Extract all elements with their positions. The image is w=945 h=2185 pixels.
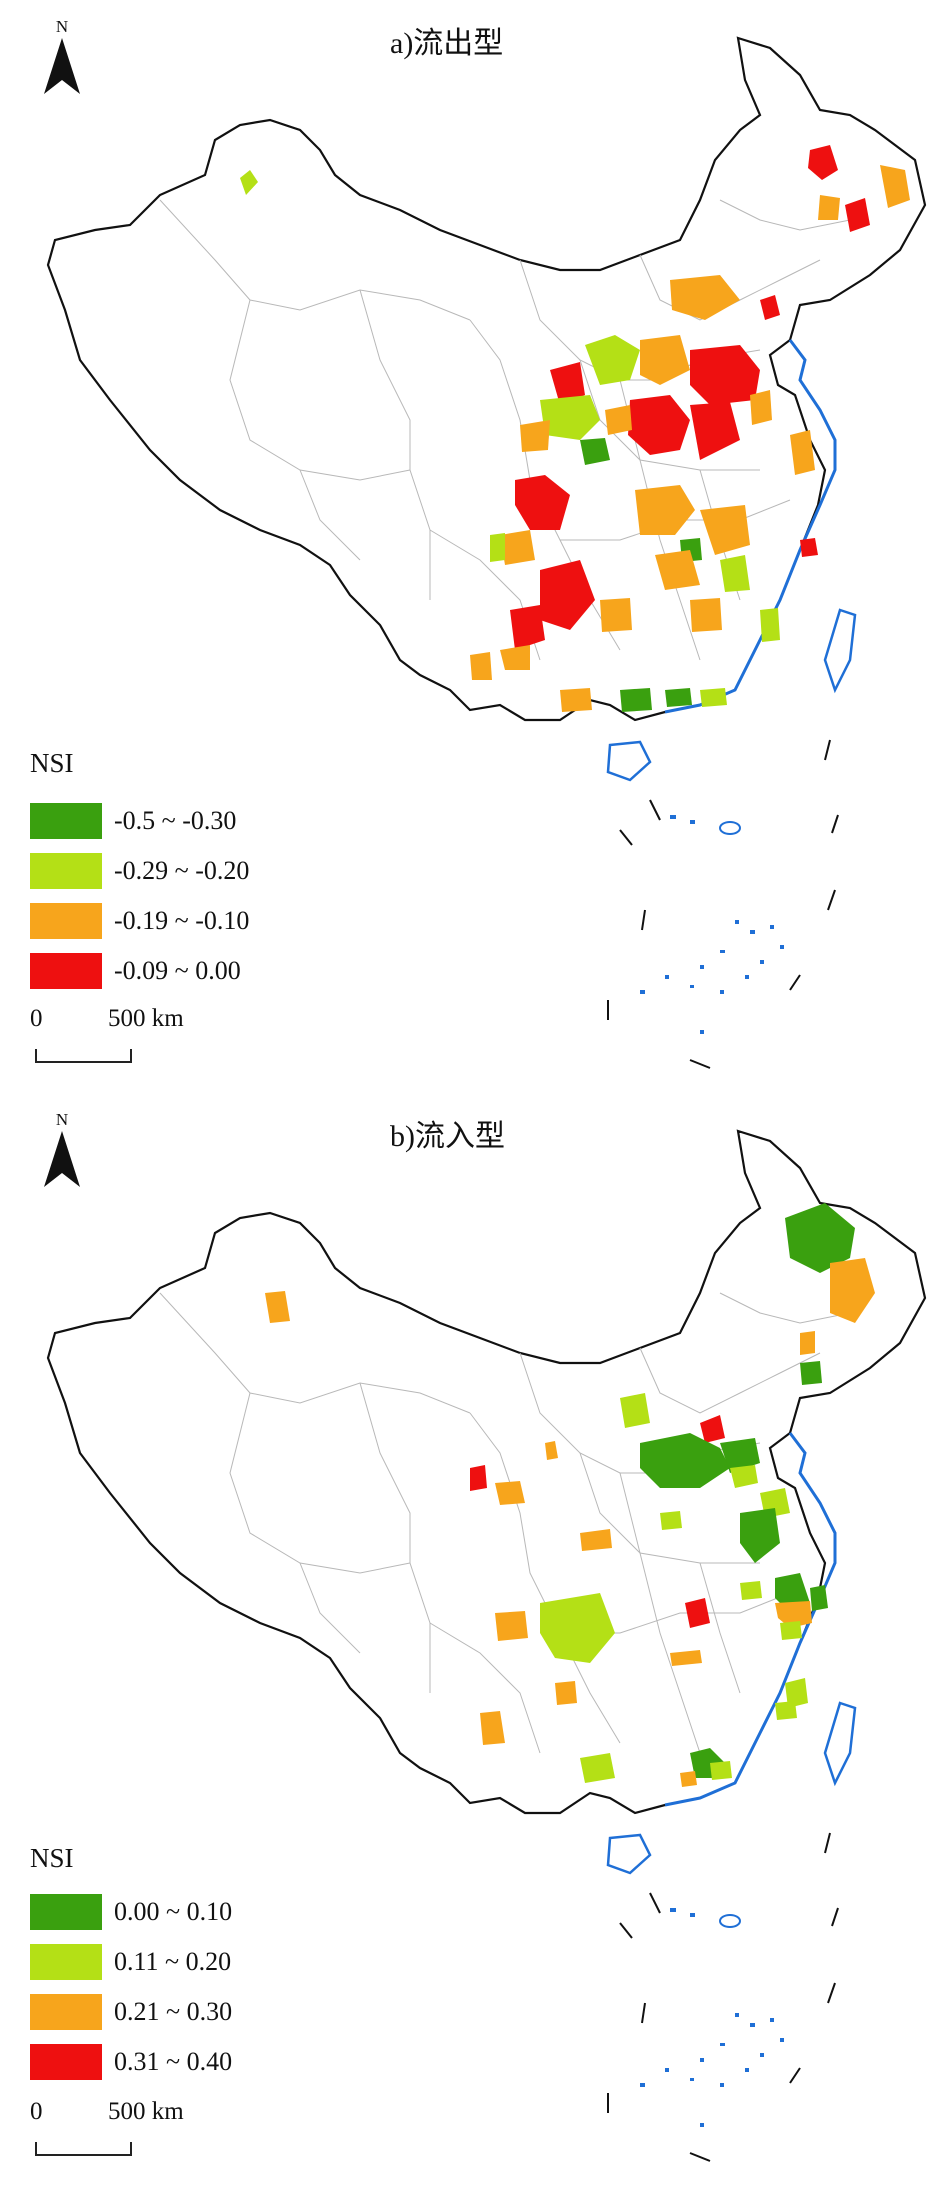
- map-panel-outflow: N a)流出型 NSI -0.5 ~ -0.30 -0.29 ~ -0.20 -…: [0, 0, 945, 1092]
- legend-item: -0.19 ~ -0.10: [30, 902, 249, 940]
- scale-line: [35, 1049, 132, 1063]
- legend-swatch: [30, 853, 102, 889]
- south-sea-inset: [607, 1832, 839, 2162]
- legend-label: -0.5 ~ -0.30: [114, 806, 237, 835]
- legend-title: NSI: [30, 1843, 74, 1873]
- north-arrow: N: [40, 18, 84, 101]
- panel-title: a)流出型: [390, 27, 504, 60]
- north-label: N: [55, 17, 69, 36]
- south-sea-islands: [640, 815, 784, 1034]
- coastline: [664, 339, 837, 714]
- taiwan-island: [823, 1701, 857, 1787]
- hainan-island: [606, 1833, 652, 1875]
- legend-label: 0.31 ~ 0.40: [114, 2047, 233, 2076]
- legend-item: -0.5 ~ -0.30: [30, 802, 236, 840]
- scale-distance-label: 500 km: [108, 2098, 184, 2125]
- south-sea-inset: [607, 739, 839, 1069]
- hainan-island: [606, 740, 652, 782]
- legend-swatch: [30, 903, 102, 939]
- nsi-regions: [265, 1203, 875, 1787]
- province-borders: [159, 1292, 851, 1754]
- panel-title: b)流入型: [390, 1120, 505, 1153]
- taiwan-island: [823, 608, 857, 694]
- legend-swatch: [30, 803, 102, 839]
- china-outline: [46, 36, 927, 722]
- north-arrow-icon: [44, 1131, 80, 1187]
- north-arrow-icon: [44, 38, 80, 94]
- map-panel-inflow: N b)流入型 NSI 0.00 ~ 0.10 0.11 ~ 0.20 0.21…: [0, 1093, 945, 2185]
- legend-swatch: [30, 953, 102, 989]
- legend-title: NSI: [30, 748, 74, 778]
- legend-item: 0.31 ~ 0.40: [30, 2043, 232, 2081]
- legend-label: 0.21 ~ 0.30: [114, 1997, 233, 2026]
- legend-item: 0.00 ~ 0.10: [30, 1893, 232, 1931]
- china-map-inflow: [46, 1129, 927, 2162]
- legend-item: -0.29 ~ -0.20: [30, 852, 249, 890]
- nsi-regions: [240, 145, 910, 712]
- legend-label: -0.09 ~ 0.00: [114, 956, 241, 985]
- north-label: N: [55, 1110, 69, 1129]
- scale-zero-label: 0: [30, 1005, 43, 1032]
- legend-swatch: [30, 2044, 102, 2080]
- scale-distance-label: 500 km: [108, 1005, 184, 1032]
- legend-label: 0.00 ~ 0.10: [114, 1897, 233, 1926]
- china-map-outflow: [46, 36, 927, 1069]
- legend-item: -0.09 ~ 0.00: [30, 952, 241, 990]
- legend-label: -0.19 ~ -0.10: [114, 906, 250, 935]
- legend-swatch: [30, 1894, 102, 1930]
- legend-item: 0.11 ~ 0.20: [30, 1943, 231, 1981]
- legend-label: 0.11 ~ 0.20: [114, 1947, 232, 1976]
- north-arrow: N: [40, 1111, 84, 1194]
- scale-zero-label: 0: [30, 2098, 43, 2125]
- scale-line: [35, 2142, 132, 2156]
- south-sea-islands: [640, 1908, 784, 2127]
- legend-item: 0.21 ~ 0.30: [30, 1993, 232, 2031]
- legend-label: -0.29 ~ -0.20: [114, 856, 250, 885]
- legend-swatch: [30, 1994, 102, 2030]
- legend-swatch: [30, 1944, 102, 1980]
